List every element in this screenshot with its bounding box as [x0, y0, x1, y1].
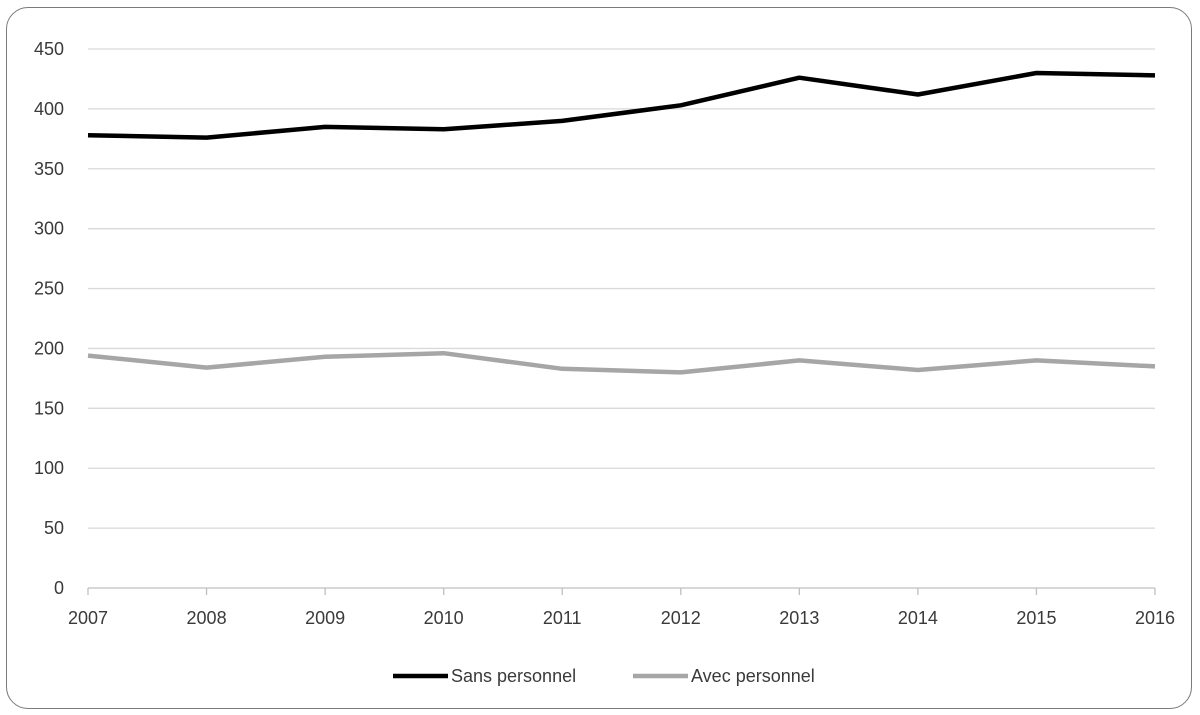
- y-tick-label: 400: [34, 99, 64, 119]
- x-axis: [87, 587, 1156, 595]
- x-tick-label: 2010: [424, 608, 464, 628]
- legend-label: Avec personnel: [691, 666, 815, 686]
- series-lines: [87, 70, 1156, 375]
- y-tick-label: 0: [54, 578, 64, 598]
- x-tick-label: 2013: [779, 608, 819, 628]
- y-tick-label: 450: [34, 39, 64, 59]
- y-tick-label: 250: [34, 279, 64, 299]
- x-tick-label: 2011: [543, 608, 582, 628]
- y-tick-label: 50: [44, 518, 64, 538]
- y-tick-label: 150: [34, 398, 64, 418]
- x-tick-label: 2015: [1016, 608, 1056, 628]
- x-tick-label: 2008: [187, 608, 227, 628]
- series-line-avec-personnel: [87, 350, 1156, 375]
- x-tick-label: 2016: [1135, 608, 1175, 628]
- legend: Sans personnel Avec personnel: [393, 666, 815, 686]
- x-axis-tick-labels: 2007 2008 2009 2010 2011 2012 2013 2014 2015 2016: [68, 608, 1175, 628]
- y-axis-tick-labels: 0 50 100 150 200 250 300 350 400 450: [34, 39, 64, 598]
- legend-label: Sans personnel: [451, 666, 576, 686]
- series-line-sans-personnel: [87, 70, 1156, 140]
- gridlines: [88, 48, 1155, 529]
- y-tick-label: 300: [34, 219, 64, 239]
- y-tick-label: 350: [34, 159, 64, 179]
- x-tick-label: 2007: [68, 608, 108, 628]
- x-tick-label: 2014: [898, 608, 938, 628]
- x-tick-label: 2012: [661, 608, 701, 628]
- chart-frame: [6, 7, 1192, 709]
- y-tick-label: 200: [34, 338, 64, 358]
- y-tick-label: 100: [34, 458, 64, 478]
- x-tick-label: 2009: [305, 608, 345, 628]
